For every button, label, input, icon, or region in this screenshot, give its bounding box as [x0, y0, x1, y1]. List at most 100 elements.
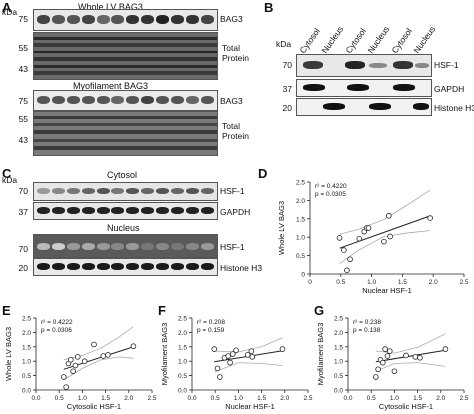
data-point [387, 233, 393, 240]
y-tick-label: 1.0 [178, 359, 187, 366]
y-tick-label: 0.5 [334, 373, 343, 380]
data-point [344, 267, 350, 274]
band [200, 207, 214, 214]
blot-whole-lv-bag3 [33, 9, 218, 31]
band [36, 15, 50, 24]
ci-lower-curve [375, 362, 446, 372]
data-point [386, 348, 393, 354]
scatter-chart-e: 0.0 0.5 1.0 1.5 2.0 2.5 0.0 0.5 1.0 1.5 2.0 2.5 Cyto… [4, 316, 157, 412]
y-tick-label: 0.5 [22, 373, 31, 380]
band [323, 103, 345, 110]
panel-label-a: A [2, 0, 12, 15]
band [186, 263, 200, 270]
x-tick-label: 1.0 [367, 279, 376, 286]
band [81, 15, 95, 24]
band [186, 15, 200, 24]
stat-label: r² = 0.4220 [315, 183, 347, 190]
x-tick-label: 0.5 [336, 279, 345, 286]
y-tick-label: 2.0 [178, 330, 187, 337]
band [141, 263, 155, 270]
y-tick-label: 1.5 [178, 344, 187, 351]
nucleus-title: Nucleus [107, 223, 140, 233]
band [126, 207, 140, 214]
data-point [336, 235, 343, 241]
band [81, 188, 95, 194]
band [96, 243, 110, 250]
data-point [382, 346, 388, 352]
marker-55-a4: 55 [18, 114, 28, 124]
data-point [217, 374, 223, 380]
blot-histone-h3-c [33, 258, 218, 276]
x-tick-label: 0.5 [211, 395, 220, 402]
x-tick-label: 1.5 [398, 279, 407, 286]
band [96, 15, 110, 24]
data-point [375, 366, 381, 373]
data-point [70, 368, 76, 375]
blot-total-protein-1 [33, 32, 218, 80]
band [171, 15, 185, 24]
band [36, 243, 50, 250]
x-tick-label: 1.5 [257, 395, 266, 402]
ci-upper-curve [375, 333, 446, 354]
band [186, 96, 200, 104]
stat-label: p = 0.0306 [41, 327, 72, 334]
band [415, 63, 429, 68]
total-protein-line2: Protein [222, 53, 249, 63]
x-tick-label: 0.0 [343, 395, 352, 402]
ci-lower-curve [339, 230, 431, 265]
band [200, 15, 214, 24]
data-point [380, 359, 386, 366]
x-axis-label: Cytosolic HSF-1 [67, 402, 121, 411]
blot-hsf1-nucleus [33, 234, 218, 258]
band [126, 243, 140, 250]
scatter-chart-d: 0 0.5 1.0 1.5 2.0 2.5 0 0.5 1.0 1.5 2.0 2.5 Nuclear … [277, 180, 469, 296]
y-tick-label: 0.0 [334, 388, 343, 395]
y-tick-label: 2.5 [334, 316, 343, 323]
data-point [227, 359, 233, 366]
band [347, 84, 369, 91]
band [36, 207, 50, 214]
band [171, 243, 185, 250]
x-tick-label: 2.0 [429, 279, 438, 286]
y-tick-label: 0.5 [296, 253, 305, 260]
band [66, 263, 80, 270]
band [141, 207, 155, 214]
data-point [341, 247, 347, 253]
band [66, 243, 80, 250]
x-tick-label: 0.0 [187, 395, 196, 402]
total-protein-label-1: Total Protein [222, 43, 249, 63]
lane-label: Nucleus [365, 24, 391, 55]
data-point [384, 353, 391, 359]
band [111, 243, 125, 250]
data-point [225, 353, 231, 359]
band [36, 263, 50, 270]
y-tick-label: 1.0 [334, 359, 343, 366]
data-point [130, 343, 137, 350]
x-tick-label: 2.5 [147, 395, 156, 402]
total-protein-line1: Total [222, 43, 240, 53]
band [66, 15, 80, 24]
data-point [230, 351, 236, 357]
band [36, 96, 50, 104]
band [126, 188, 140, 194]
band [111, 263, 125, 270]
marker-43-a4: 43 [18, 135, 28, 145]
data-point [373, 374, 379, 380]
band [303, 61, 323, 69]
band [156, 263, 170, 270]
x-tick-label: 2.0 [280, 395, 289, 402]
ci-upper-curve [339, 189, 431, 235]
stat-label: r² = 0.208 [197, 319, 225, 326]
marker-37-c2: 37 [18, 207, 28, 217]
blot-title-whole-lv: Whole LV BAG3 [78, 2, 143, 12]
band [81, 263, 95, 270]
band [156, 96, 170, 104]
band [111, 207, 125, 214]
lane-label: Cytosol [389, 26, 414, 55]
y-tick-label: 0 [301, 272, 305, 279]
blot-hsf1-b [296, 54, 432, 77]
data-point [356, 235, 363, 242]
band [186, 207, 200, 214]
lane-label: Nucleus [411, 24, 437, 55]
band [200, 188, 214, 194]
